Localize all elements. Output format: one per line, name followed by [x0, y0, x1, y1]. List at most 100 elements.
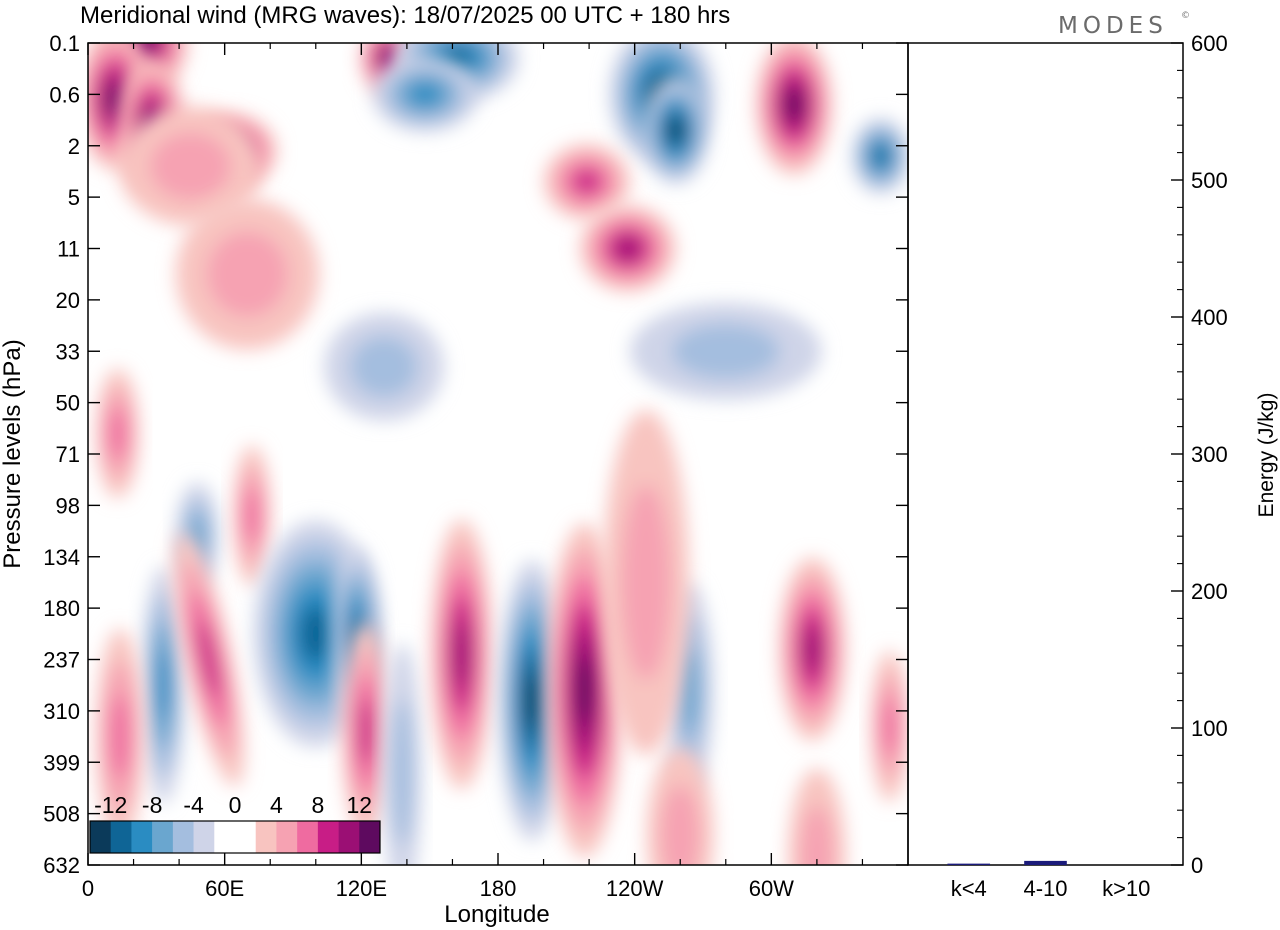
- y-tick-label: 508: [43, 802, 80, 827]
- wind-anomaly-positive-4: [118, 106, 263, 226]
- energy-tick-label: 200: [1191, 579, 1228, 604]
- y-tick-label: 33: [56, 339, 80, 364]
- y-tick-label: 20: [56, 288, 80, 313]
- contour-band: [679, 647, 699, 733]
- energy-category-label: k<4: [951, 876, 987, 901]
- energy-axis-label: Energy (J/kg): [1255, 393, 1278, 518]
- energy-x-axis: k<4 4-10 k>10: [951, 876, 1151, 901]
- colorbar-swatch: [317, 821, 339, 853]
- colorbar-swatch: [297, 821, 319, 853]
- colorbar-swatch: [338, 821, 360, 853]
- colorbar-label: 8: [311, 792, 324, 818]
- x-tick-label: 0: [82, 876, 94, 901]
- colorbar-labels: -12 -8 -4 0 4 8 12: [94, 792, 372, 818]
- x-tick-label: 180: [480, 876, 517, 901]
- colorbar-label: -8: [142, 792, 162, 818]
- wind-anomaly-positive-17: [96, 368, 140, 499]
- colorbar-label: 0: [229, 792, 242, 818]
- colorbar-swatch: [359, 821, 381, 853]
- colorbar-label: 4: [270, 792, 283, 818]
- y-tick-label: 5: [68, 185, 80, 210]
- wind-anomaly-negative-26: [383, 643, 422, 865]
- wind-anomaly-negative-9: [642, 76, 710, 185]
- contour-band: [786, 90, 803, 120]
- chart-title: Meridional wind (MRG waves): 18/07/2025 …: [80, 2, 730, 29]
- y-tick-label: 0.6: [49, 82, 80, 107]
- energy-bar: [947, 863, 991, 865]
- energy-tick-label: 100: [1191, 716, 1228, 741]
- colorbar-swatch: [110, 821, 132, 853]
- brand-mark: ©: [1181, 11, 1195, 21]
- wind-anomaly-negative-15: [630, 302, 822, 400]
- contour-band: [873, 146, 888, 166]
- x-tick-label: 120W: [606, 876, 664, 901]
- contour-band: [804, 626, 821, 672]
- contour-band: [573, 170, 600, 194]
- contour-band: [244, 488, 260, 544]
- energy-frame: [907, 42, 1184, 866]
- contour-band: [800, 805, 834, 865]
- brand-logo: MODES: [1058, 13, 1168, 39]
- colorbar-frame: [89, 820, 381, 854]
- contour-band: [107, 85, 124, 114]
- wind-anomaly-negative-7: [372, 56, 478, 133]
- energy-tick-label: 0: [1191, 853, 1203, 878]
- y-tick-label: 50: [56, 391, 80, 416]
- y-tick-label: 180: [43, 596, 80, 621]
- wind-anomaly-positive-35: [788, 768, 846, 865]
- colorbar-swatch: [152, 821, 174, 853]
- energy-tick-label: 300: [1191, 442, 1228, 467]
- heatmap-panel: -12 -8 -4 0 4 8 12 0 60E 120E 180 120W 60W 0.10.625…: [0, 31, 909, 928]
- contour-band: [109, 407, 127, 459]
- energy-panel: k<4 4-10 k>10 0 100 200 300 400 500 600 Energy (…: [907, 31, 1278, 901]
- colorbar: [89, 820, 381, 854]
- energy-bar: [1024, 860, 1067, 865]
- wind-anomaly-positive-24: [173, 532, 245, 787]
- wind-anomaly-positive-32: [870, 650, 908, 802]
- wind-anomaly-positive-14: [175, 198, 320, 350]
- contour-band: [206, 231, 288, 317]
- x-tick-label: 60E: [205, 876, 244, 901]
- wind-anomaly-negative-22: [141, 566, 185, 804]
- wind-anomaly-positive-33: [603, 409, 690, 756]
- wind-anomaly-positive-13: [580, 205, 676, 292]
- colorbar-swatch: [172, 821, 194, 853]
- contour-band: [110, 694, 130, 780]
- contour-band: [156, 649, 170, 722]
- energy-tick-label: 600: [1191, 31, 1228, 56]
- colorbar-label: -4: [183, 792, 204, 818]
- colorbar-swatch: [235, 821, 257, 853]
- y-tick-label: 310: [43, 699, 80, 724]
- heatmap-x-axis: 0 60E 120E 180 120W 60W: [82, 43, 864, 901]
- colorbar-swatch: [276, 821, 298, 853]
- contour-band: [882, 696, 898, 757]
- wind-anomaly-negative-28: [498, 560, 566, 841]
- wind-anomaly-positive-27: [430, 519, 493, 790]
- wind-anomaly-positive-23: [95, 628, 144, 845]
- colorbar-swatch: [193, 821, 215, 853]
- energy-category-label: k>10: [1102, 876, 1150, 901]
- y-tick-label: 237: [43, 648, 80, 673]
- wind-anomaly-negative-16: [324, 312, 444, 421]
- contour-band: [358, 698, 374, 765]
- y-tick-label: 0.1: [49, 31, 80, 56]
- energy-category-label: 4-10: [1023, 876, 1067, 901]
- wind-anomaly-negative-11: [851, 118, 908, 194]
- colorbar-swatch: [255, 821, 277, 853]
- contour-band: [525, 671, 540, 730]
- y-tick-label: 134: [43, 545, 80, 570]
- y-tick-label: 11: [57, 237, 80, 262]
- contour-band: [149, 132, 232, 200]
- contour-band: [616, 237, 640, 260]
- colorbar-swatch: [90, 821, 112, 853]
- y-tick-label: 399: [43, 750, 80, 775]
- x-tick-label: 60W: [749, 876, 794, 901]
- colorbar-label: 12: [346, 792, 372, 818]
- x-axis-label: Longitude: [444, 901, 549, 928]
- contour-band: [391, 699, 414, 846]
- energy-y-axis: 0 100 200 300 400 500 600: [1171, 31, 1228, 878]
- contour-band: [668, 119, 683, 142]
- contour-band: [300, 606, 332, 662]
- heatmap-field: [88, 43, 908, 865]
